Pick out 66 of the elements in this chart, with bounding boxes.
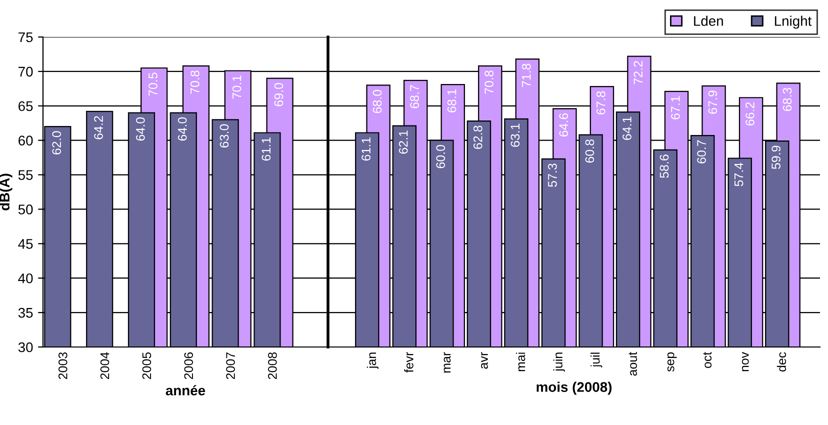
- data-label: 57.4: [734, 162, 744, 186]
- x-tick-label: avr: [481, 352, 488, 369]
- x-tick-label: dec: [776, 352, 786, 372]
- data-label: 70.8: [190, 70, 200, 94]
- x-tick-label: 2008: [268, 352, 277, 380]
- x-tick-label: juin: [553, 352, 565, 372]
- data-label: 70.5: [148, 72, 158, 96]
- data-label: 70.8: [484, 70, 494, 94]
- data-label: 70.1: [232, 75, 242, 99]
- data-label: 69.0: [274, 82, 284, 106]
- data-label: 72.2: [634, 61, 642, 84]
- y-tick-label: 45: [18, 239, 33, 249]
- data-label: 61.1: [262, 137, 271, 161]
- data-label: 64.1: [622, 116, 632, 140]
- x-tick-label: juil: [590, 352, 602, 368]
- data-label: 62.1: [398, 130, 408, 154]
- x-tick-label: oct: [703, 352, 712, 368]
- y-tick-label: 60: [18, 136, 33, 146]
- y-tick-label: 40: [18, 273, 33, 284]
- x-tick-label: mar: [444, 352, 451, 373]
- legend-label: Lden: [694, 16, 723, 26]
- data-label: 59.9: [772, 146, 780, 169]
- y-tick-label: 75: [18, 32, 33, 42]
- data-label: 60.7: [697, 140, 706, 164]
- x-axis-title: mois (2008): [536, 382, 612, 395]
- data-label: 62.8: [473, 126, 482, 149]
- data-label: 61.1: [362, 137, 370, 161]
- data-label: 66.2: [746, 102, 754, 126]
- data-label: 60.8: [585, 139, 594, 163]
- y-tick-label: 30: [18, 342, 33, 352]
- data-label: 68.1: [447, 89, 456, 112]
- data-label: 64.2: [94, 116, 103, 140]
- y-tick-label: 70: [18, 66, 33, 77]
- x-tick-label: 2007: [226, 352, 235, 380]
- x-axis-title: année: [166, 385, 206, 396]
- data-label: 68.0: [372, 90, 382, 114]
- data-label: 57.3: [548, 164, 557, 187]
- data-label: 67.1: [671, 96, 680, 120]
- data-label: 64.6: [559, 113, 568, 136]
- y-tick-label: 55: [18, 170, 33, 180]
- x-tick-label: mai: [516, 352, 526, 372]
- data-label: 68.7: [410, 85, 419, 108]
- data-label: 58.6: [660, 154, 669, 178]
- y-tick-label: 65: [18, 101, 33, 112]
- x-tick-label: fevr: [404, 352, 414, 373]
- x-tick-label: 2004: [100, 352, 110, 380]
- x-tick-label: 2005: [142, 352, 152, 380]
- data-label: 63.0: [220, 124, 229, 148]
- x-tick-label: 2006: [184, 352, 194, 380]
- y-tick-label: 50: [18, 204, 33, 214]
- data-label: 68.3: [782, 88, 792, 111]
- data-label: 63.1: [510, 124, 520, 147]
- data-label: 71.8: [522, 64, 531, 87]
- legend-label: Lnight: [774, 16, 812, 29]
- data-label: 64.0: [178, 117, 187, 141]
- x-tick-label: nov: [742, 352, 749, 372]
- data-label: 67.9: [708, 90, 718, 114]
- x-tick-label: 2003: [58, 352, 68, 380]
- x-tick-label: aout: [628, 352, 637, 376]
- data-label: 62.0: [52, 131, 62, 154]
- data-label: 67.8: [596, 91, 606, 114]
- data-label: 64.0: [136, 117, 145, 141]
- x-tick-label: jan: [366, 352, 379, 369]
- y-tick-label: 35: [18, 308, 33, 318]
- data-label: 60.0: [436, 144, 446, 168]
- x-tick-label: sep: [667, 352, 677, 372]
